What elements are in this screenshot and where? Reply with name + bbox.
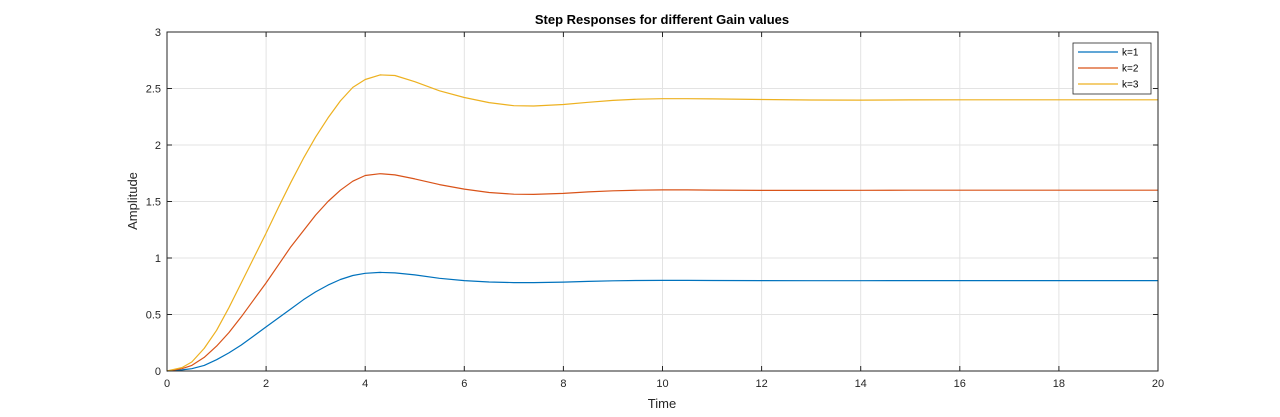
chart-title: Step Responses for different Gain values <box>535 12 789 27</box>
series-line-2 <box>166 173 1158 372</box>
y-tick-label: 2.5 <box>146 84 161 96</box>
x-tick-label: 8 <box>560 378 566 390</box>
y-tick-label: 1 <box>155 253 161 265</box>
grid-lines <box>166 31 1159 372</box>
legend-entry: k=1 <box>1122 48 1139 59</box>
legend: k=1 k=2 k=3 <box>1072 42 1152 95</box>
x-tick-label: 2 <box>263 378 269 390</box>
series-lines <box>166 74 1158 372</box>
y-axis-label: Amplitude <box>125 172 140 230</box>
x-axis-label: Time <box>648 396 676 411</box>
y-tick-label: 3 <box>155 27 161 39</box>
x-tick-label: 4 <box>362 378 368 390</box>
axis-ticks <box>166 31 1159 372</box>
y-tick-label: 2 <box>155 140 161 152</box>
y-tick-label: 0 <box>155 366 161 378</box>
x-tick-label: 14 <box>855 378 867 390</box>
tick-labels: 0 2 4 6 8 10 12 14 16 18 20 0 0.5 1 1.5 2 2.5 3 <box>146 27 1164 390</box>
series-line-1 <box>166 271 1158 372</box>
legend-entry: k=2 <box>1122 64 1139 75</box>
x-tick-label: 10 <box>656 378 668 390</box>
x-tick-label: 16 <box>954 378 966 390</box>
series-line-3 <box>166 74 1158 372</box>
x-tick-label: 18 <box>1053 378 1065 390</box>
legend-entry: k=3 <box>1122 80 1139 91</box>
x-tick-label: 12 <box>755 378 767 390</box>
y-tick-label: 0.5 <box>146 310 161 322</box>
x-tick-label: 20 <box>1152 378 1164 390</box>
x-tick-label: 0 <box>164 378 170 390</box>
x-tick-label: 6 <box>461 378 467 390</box>
y-tick-label: 1.5 <box>146 197 161 209</box>
